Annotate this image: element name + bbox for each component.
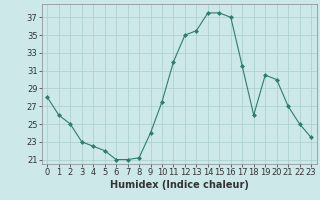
X-axis label: Humidex (Indice chaleur): Humidex (Indice chaleur) (110, 180, 249, 190)
